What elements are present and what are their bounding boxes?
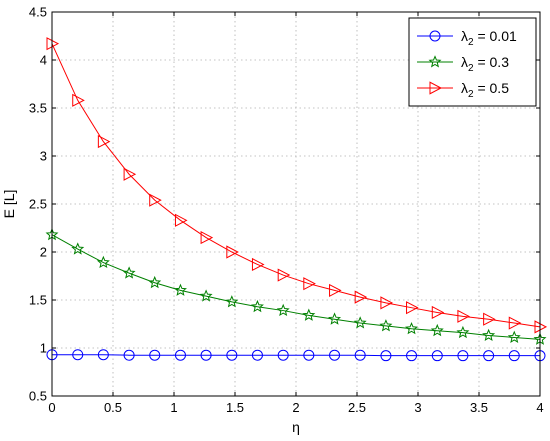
data-point — [303, 349, 315, 361]
data-point — [251, 257, 265, 272]
series-line — [52, 354, 540, 357]
data-point — [72, 93, 85, 107]
data-point — [354, 349, 366, 361]
series-layer — [45, 37, 548, 362]
y-tick-label: 4.5 — [29, 5, 47, 20]
x-tick-label: 1 — [170, 400, 177, 415]
x-tick-label: 0 — [48, 400, 55, 415]
data-point — [199, 289, 213, 302]
data-point — [200, 349, 212, 361]
data-point — [380, 350, 392, 362]
data-point — [430, 323, 444, 337]
data-point — [149, 193, 162, 207]
data-point — [226, 245, 239, 259]
y-tick-label: 1.5 — [29, 293, 47, 308]
data-point — [406, 301, 419, 315]
data-point — [329, 283, 342, 297]
series-1 — [46, 349, 546, 362]
data-point — [303, 277, 316, 291]
legend-label: λ2 = 0.5 — [461, 80, 509, 100]
y-tick-label: 3 — [40, 149, 47, 164]
legend-item: λ2 = 0.3 — [417, 54, 509, 74]
legend-marker — [429, 30, 441, 42]
data-point — [431, 350, 443, 362]
data-point — [482, 328, 496, 342]
x-tick-label: 3.5 — [470, 400, 488, 415]
data-point — [508, 316, 522, 330]
x-tick-label: 1.5 — [226, 400, 244, 415]
data-point — [96, 255, 110, 269]
data-point — [149, 349, 161, 361]
legend-marker — [428, 55, 442, 68]
x-tick-label: 0.5 — [104, 400, 122, 415]
data-point — [483, 350, 495, 362]
y-tick-label: 3.5 — [29, 101, 47, 116]
data-point — [122, 266, 136, 279]
legend-item: λ2 = 0.5 — [417, 80, 509, 100]
data-point — [72, 349, 84, 361]
data-point — [123, 349, 135, 361]
x-tick-label: 3 — [414, 400, 421, 415]
data-point — [456, 325, 470, 339]
y-axis-label: E [L] — [1, 190, 17, 219]
x-tick-label: 2.5 — [348, 400, 366, 415]
data-point — [302, 308, 316, 321]
y-tick-label: 0.5 — [29, 389, 47, 404]
data-point — [225, 295, 239, 308]
legend: λ2 = 0.01 λ2 = 0.3 λ2 = 0.5 — [408, 17, 537, 107]
series-line — [51, 43, 541, 328]
data-point — [457, 309, 470, 323]
data-point — [251, 349, 263, 361]
data-point — [507, 330, 521, 343]
axes: 0 0.5 1 1.5 2 2.5 3 3.5 40.511.522.533.544.5 — [29, 5, 544, 416]
data-point — [277, 268, 291, 282]
data-point — [276, 303, 290, 317]
data-point — [148, 275, 162, 289]
data-point — [200, 231, 214, 245]
data-point — [174, 349, 186, 361]
y-tick-label: 2 — [40, 245, 47, 260]
data-point — [431, 305, 445, 320]
data-point — [483, 312, 496, 326]
data-point — [328, 312, 342, 325]
data-point — [250, 299, 264, 313]
data-point — [226, 349, 238, 361]
legend-marker — [429, 81, 443, 95]
data-point — [379, 319, 393, 332]
legend-label: λ2 = 0.3 — [461, 54, 509, 74]
data-point — [457, 350, 469, 362]
data-point — [508, 350, 520, 362]
x-tick-label: 4 — [536, 400, 543, 415]
data-point — [380, 296, 393, 310]
data-point — [354, 290, 368, 304]
data-point — [353, 316, 367, 329]
series-2 — [45, 227, 547, 345]
legend-item: λ2 = 0.01 — [417, 28, 517, 48]
data-point — [71, 242, 85, 255]
data-point — [123, 167, 137, 181]
series-3 — [46, 37, 548, 334]
data-point — [406, 350, 418, 362]
legend-label: λ2 = 0.01 — [461, 28, 517, 48]
x-axis-label: η — [292, 419, 300, 435]
data-point — [405, 321, 418, 335]
plot-frame — [51, 11, 541, 397]
data-point — [277, 349, 289, 361]
data-point — [174, 213, 188, 227]
y-tick-label: 2.5 — [29, 197, 47, 212]
y-tick-label: 4 — [40, 53, 47, 68]
grid — [52, 12, 540, 396]
data-point — [97, 135, 111, 149]
data-point — [97, 349, 109, 361]
data-point — [174, 283, 187, 296]
x-tick-label: 2 — [292, 400, 299, 415]
data-point — [329, 349, 341, 361]
y-tick-label: 1 — [40, 341, 47, 356]
